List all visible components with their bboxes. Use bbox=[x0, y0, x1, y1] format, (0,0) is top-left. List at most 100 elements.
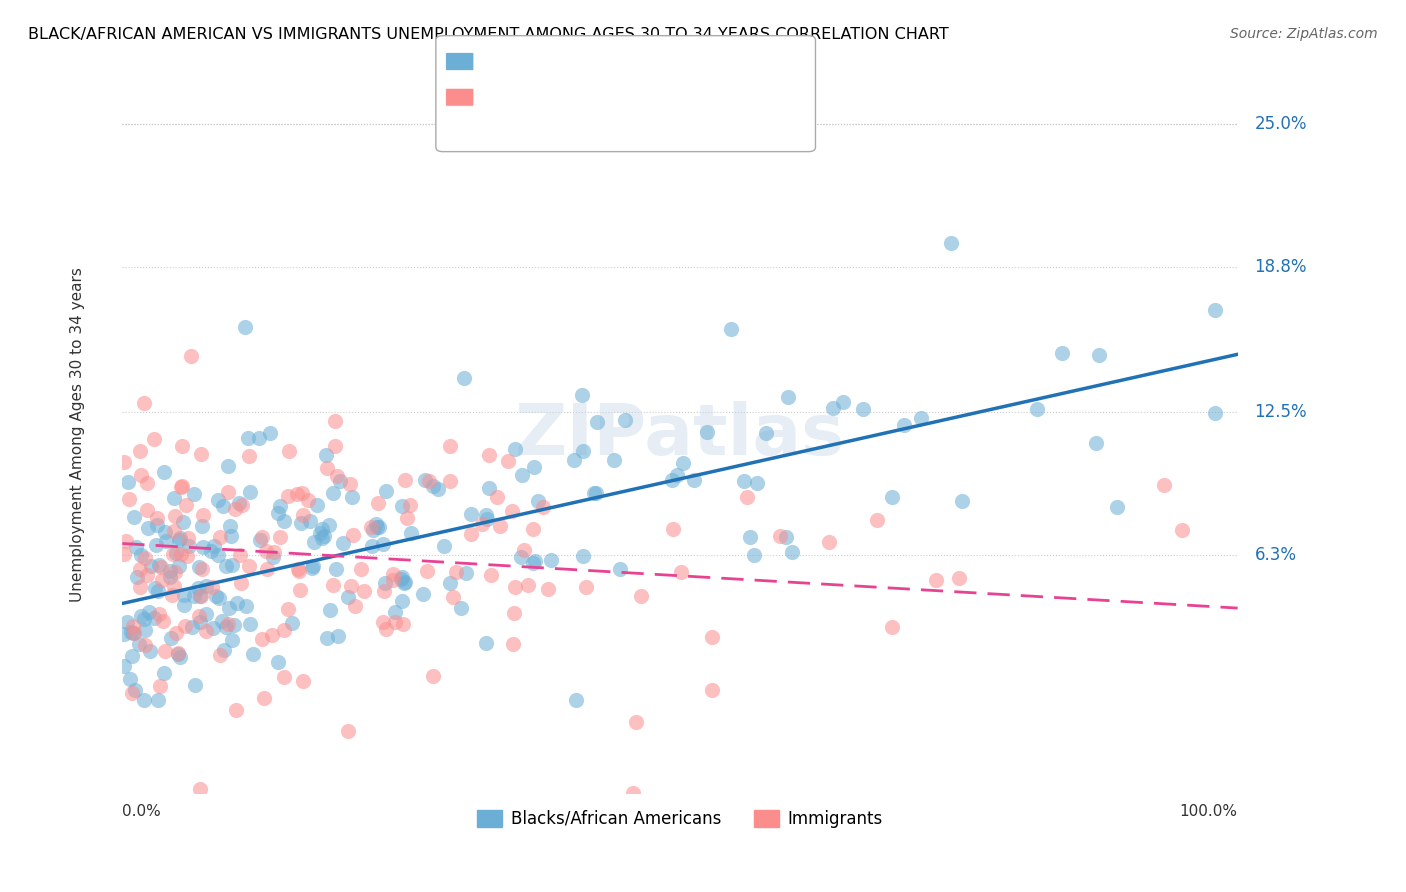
Point bbox=[247, 431, 270, 445]
Point bbox=[215, 559, 238, 574]
Point bbox=[371, 537, 394, 551]
Point bbox=[138, 643, 160, 657]
Point bbox=[319, 603, 342, 617]
Point bbox=[145, 518, 167, 533]
Point bbox=[209, 530, 232, 544]
Point bbox=[191, 508, 214, 522]
Point bbox=[665, 468, 688, 483]
Point bbox=[291, 674, 314, 689]
Point bbox=[228, 496, 250, 510]
Point bbox=[169, 558, 191, 573]
Point bbox=[609, 562, 631, 576]
Point bbox=[202, 539, 225, 553]
Point bbox=[735, 490, 758, 504]
Point bbox=[188, 589, 211, 603]
Point bbox=[360, 540, 382, 554]
Point bbox=[742, 548, 765, 562]
Point bbox=[169, 531, 191, 545]
Point bbox=[1088, 348, 1111, 362]
Point bbox=[129, 443, 152, 458]
Legend: Blacks/African Americans, Immigrants: Blacks/African Americans, Immigrants bbox=[471, 803, 890, 834]
Point bbox=[571, 443, 593, 458]
Point bbox=[344, 599, 367, 614]
Point bbox=[267, 506, 290, 520]
Text: 12.5%: 12.5% bbox=[1254, 403, 1308, 421]
Point bbox=[513, 542, 536, 557]
Point bbox=[441, 590, 464, 604]
Point bbox=[136, 521, 159, 535]
Point bbox=[702, 630, 724, 644]
Point bbox=[219, 519, 242, 533]
Point bbox=[259, 426, 281, 441]
Point bbox=[775, 530, 797, 544]
Point bbox=[229, 575, 252, 590]
Point bbox=[145, 538, 167, 552]
Point bbox=[389, 573, 412, 587]
Point bbox=[153, 644, 176, 658]
Point bbox=[322, 577, 344, 591]
Point bbox=[112, 547, 135, 561]
Point bbox=[173, 598, 195, 612]
Point bbox=[1107, 500, 1129, 515]
Point bbox=[162, 579, 184, 593]
Point bbox=[173, 588, 195, 602]
Point bbox=[167, 533, 190, 547]
Point bbox=[350, 562, 373, 576]
Point bbox=[167, 647, 190, 661]
Point bbox=[118, 492, 141, 507]
Point bbox=[172, 440, 194, 454]
Point bbox=[399, 525, 422, 540]
Point bbox=[453, 370, 475, 384]
Point bbox=[311, 522, 333, 536]
Point bbox=[318, 517, 340, 532]
Point bbox=[361, 523, 384, 537]
Point bbox=[565, 693, 588, 707]
Text: R =: R = bbox=[460, 62, 498, 78]
Point bbox=[146, 511, 169, 525]
Point bbox=[273, 623, 295, 637]
Point bbox=[326, 469, 349, 483]
Point bbox=[143, 611, 166, 625]
Point bbox=[150, 574, 173, 588]
Point bbox=[181, 619, 204, 633]
Point bbox=[621, 786, 644, 800]
Point bbox=[562, 453, 585, 467]
Point bbox=[162, 547, 184, 561]
Point bbox=[277, 602, 299, 616]
Point bbox=[136, 502, 159, 516]
Point bbox=[778, 390, 800, 404]
Point bbox=[202, 621, 225, 635]
Point bbox=[672, 456, 695, 470]
Point bbox=[152, 614, 174, 628]
Point bbox=[165, 626, 187, 640]
Point bbox=[478, 448, 501, 462]
Text: 0.779: 0.779 bbox=[530, 62, 589, 78]
Point bbox=[290, 516, 312, 530]
Point bbox=[174, 498, 197, 512]
Point bbox=[823, 401, 845, 416]
Point bbox=[256, 562, 278, 576]
Point bbox=[384, 605, 406, 619]
Point bbox=[720, 322, 742, 336]
Point bbox=[367, 520, 389, 534]
Point bbox=[353, 584, 375, 599]
Point bbox=[586, 415, 609, 429]
Point bbox=[224, 501, 246, 516]
Point bbox=[143, 581, 166, 595]
Point bbox=[219, 529, 242, 543]
Point bbox=[112, 659, 135, 673]
Point bbox=[117, 475, 139, 489]
Point bbox=[302, 558, 325, 573]
Text: 6.3%: 6.3% bbox=[1254, 546, 1296, 564]
Point bbox=[170, 480, 193, 494]
Point bbox=[669, 566, 692, 580]
Point bbox=[281, 615, 304, 630]
Point bbox=[329, 475, 352, 489]
Point bbox=[191, 519, 214, 533]
Point bbox=[254, 543, 277, 558]
Point bbox=[128, 637, 150, 651]
Point bbox=[683, 473, 706, 487]
Point bbox=[173, 619, 195, 633]
Point bbox=[880, 490, 903, 504]
Point bbox=[221, 558, 243, 572]
